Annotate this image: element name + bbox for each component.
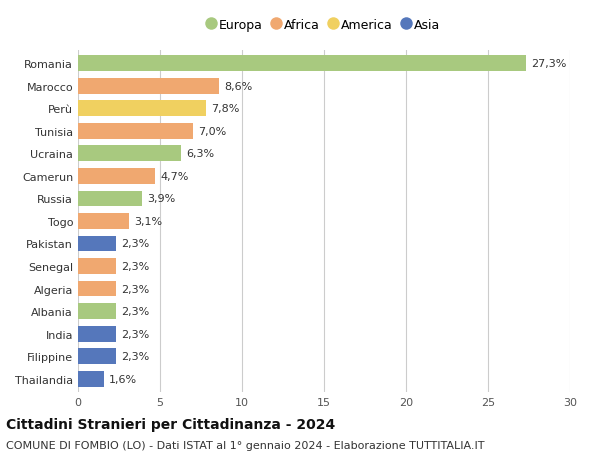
Text: 2,3%: 2,3%	[121, 352, 149, 361]
Text: 6,3%: 6,3%	[186, 149, 214, 159]
Text: 7,0%: 7,0%	[198, 127, 226, 136]
Text: 27,3%: 27,3%	[530, 59, 566, 69]
Text: 2,3%: 2,3%	[121, 262, 149, 271]
Text: 7,8%: 7,8%	[211, 104, 239, 114]
Bar	[78, 146, 181, 162]
Bar	[78, 168, 155, 185]
Bar	[78, 371, 104, 387]
Bar	[78, 326, 116, 342]
Text: 2,3%: 2,3%	[121, 239, 149, 249]
Bar	[78, 56, 526, 72]
Bar	[78, 123, 193, 140]
Bar	[78, 303, 116, 319]
Text: Cittadini Stranieri per Cittadinanza - 2024: Cittadini Stranieri per Cittadinanza - 2…	[6, 417, 335, 431]
Bar	[78, 213, 129, 230]
Text: 2,3%: 2,3%	[121, 329, 149, 339]
Bar	[78, 78, 219, 95]
Text: COMUNE DI FOMBIO (LO) - Dati ISTAT al 1° gennaio 2024 - Elaborazione TUTTITALIA.: COMUNE DI FOMBIO (LO) - Dati ISTAT al 1°…	[6, 440, 485, 450]
Text: 3,9%: 3,9%	[147, 194, 175, 204]
Text: 2,3%: 2,3%	[121, 307, 149, 316]
Text: 2,3%: 2,3%	[121, 284, 149, 294]
Bar	[78, 101, 206, 117]
Text: 8,6%: 8,6%	[224, 82, 252, 91]
Text: 4,7%: 4,7%	[160, 172, 188, 181]
Legend: Europa, Africa, America, Asia: Europa, Africa, America, Asia	[208, 19, 440, 32]
Bar	[78, 281, 116, 297]
Text: 1,6%: 1,6%	[109, 374, 137, 384]
Text: 3,1%: 3,1%	[134, 217, 162, 226]
Bar	[78, 191, 142, 207]
Bar	[78, 236, 116, 252]
Bar	[78, 348, 116, 364]
Bar	[78, 258, 116, 274]
